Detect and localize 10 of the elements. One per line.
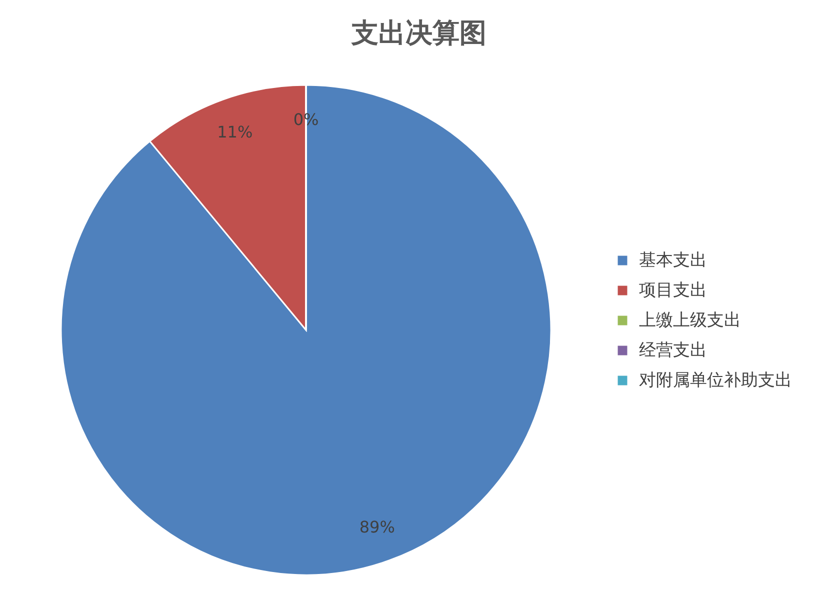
text: 0%	[293, 110, 319, 129]
pie-slice	[60, 84, 552, 576]
legend-label: 对附属单位补助支出	[639, 370, 792, 390]
data-label: 11%	[217, 122, 253, 142]
legend-label: 项目支出	[639, 280, 707, 300]
legend-label: 经营支出	[639, 340, 707, 360]
legend-label: 基本支出	[639, 250, 707, 270]
chart-title: 支出决算图	[350, 18, 486, 49]
legend-label: 上缴上级支出	[639, 310, 741, 330]
data-label: 89%	[359, 518, 395, 537]
